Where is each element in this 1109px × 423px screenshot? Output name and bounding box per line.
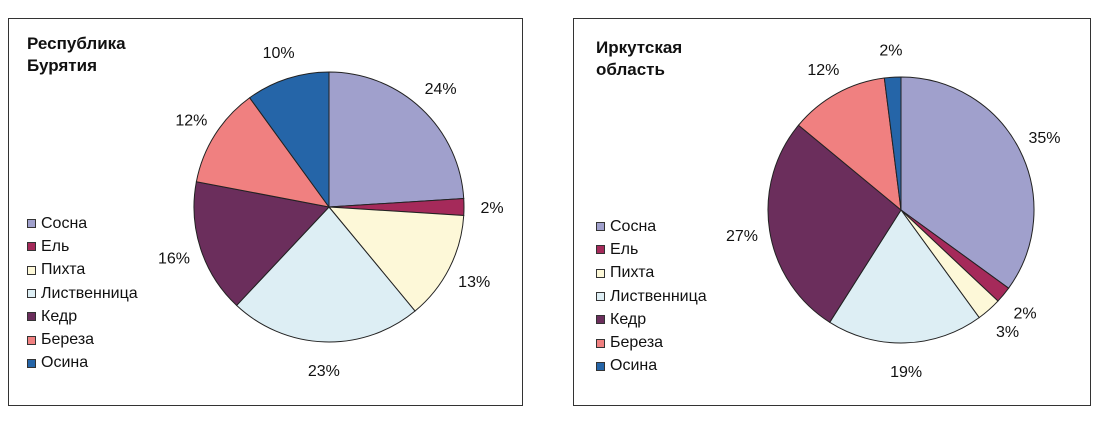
legend-item: Лиственница	[27, 282, 138, 305]
legend-label: Ель	[610, 240, 639, 258]
pie-slice-5	[193, 181, 330, 307]
legend-label: Пихта	[41, 261, 86, 279]
legend-item: Осина	[596, 355, 707, 378]
pie-slice-5	[767, 124, 902, 323]
pie-slice-6	[797, 77, 902, 212]
slice-label: 35%	[1028, 130, 1060, 147]
legend-label: Сосна	[610, 217, 657, 235]
pie-chart: 24% 2% 13% 23% 16% 12% 10%	[158, 45, 504, 380]
pie-slice-6	[195, 97, 331, 208]
legend-label: Пихта	[610, 264, 655, 282]
legend-label: Осина	[41, 354, 89, 372]
legend-label: Береза	[610, 334, 664, 352]
legend-item: Пихта	[596, 262, 707, 285]
legend-item: Сосна	[27, 212, 138, 235]
legend-label: Кедр	[610, 310, 647, 328]
slice-label: 2%	[480, 200, 503, 217]
legend-swatch	[596, 268, 605, 278]
pie-slice-4	[235, 206, 416, 343]
legend-swatch	[27, 242, 36, 252]
legend-swatch	[596, 338, 605, 348]
chart-title: Республика Бурятия	[27, 34, 126, 75]
legend-label: Лиственница	[610, 287, 707, 305]
legend-swatch	[27, 358, 36, 368]
slice-label: 27%	[726, 228, 758, 245]
chart-panel-buryatia: Республика Бурятия 24% 2% 13% 23% 16% 12% 10% …	[8, 18, 523, 406]
slice-label: 16%	[158, 250, 190, 267]
legend-swatch	[27, 289, 36, 299]
slice-label: 2%	[879, 42, 902, 59]
chart-title: Иркутская область	[596, 38, 683, 79]
pie-slice-7	[883, 76, 902, 211]
slice-label: 13%	[458, 274, 490, 291]
slice-label: 12%	[807, 62, 839, 79]
legend: Сосна Ель Пихта Лиственница Кедр Береза Осина	[27, 212, 138, 375]
legend-label: Сосна	[41, 214, 88, 232]
pie-slice-3	[327, 206, 465, 312]
pie-slice-1	[328, 71, 465, 208]
legend-item: Сосна	[596, 215, 707, 238]
legend-item: Береза	[596, 331, 707, 354]
pie-slice-7	[248, 71, 330, 209]
legend-item: Кедр	[596, 308, 707, 331]
slice-label: 10%	[263, 45, 295, 62]
pie-slice-1	[900, 76, 1035, 289]
legend-item: Ель	[27, 235, 138, 258]
legend-swatch	[27, 312, 36, 322]
legend-swatch	[27, 265, 36, 275]
slice-label: 23%	[308, 363, 340, 380]
legend-label: Кедр	[41, 307, 78, 325]
slice-label: 19%	[890, 364, 922, 381]
legend-item: Осина	[27, 352, 138, 375]
legend-label: Ель	[41, 237, 70, 255]
slice-label: 3%	[996, 324, 1019, 341]
legend-swatch	[596, 315, 605, 325]
pie-chart: 35%2%3%19%27%12%2%	[726, 42, 1061, 381]
slice-label: 24%	[425, 81, 457, 98]
legend-item: Кедр	[27, 305, 138, 328]
legend-label: Береза	[41, 331, 95, 349]
legend-item: Ель	[596, 238, 707, 261]
legend-label: Лиственница	[41, 284, 138, 302]
legend: Сосна Ель Пихта Лиственница Кедр Береза Осина	[596, 215, 707, 378]
legend-swatch	[27, 219, 36, 229]
legend-swatch	[596, 361, 605, 371]
legend-swatch	[596, 292, 605, 302]
legend-item: Лиственница	[596, 285, 707, 308]
slice-label: 12%	[175, 113, 207, 130]
pie-slice-4	[829, 209, 980, 344]
legend-item: Пихта	[27, 259, 138, 282]
slice-label: 2%	[1014, 306, 1037, 323]
legend-swatch	[596, 245, 605, 255]
chart-panel-irkutsk: Иркутская область 35% 2% 3% 19% 27% 12% 2% Сос…	[573, 18, 1091, 406]
legend-label: Осина	[610, 357, 658, 375]
legend-swatch	[596, 222, 605, 232]
legend-swatch	[27, 335, 36, 345]
legend-item: Береза	[27, 328, 138, 351]
